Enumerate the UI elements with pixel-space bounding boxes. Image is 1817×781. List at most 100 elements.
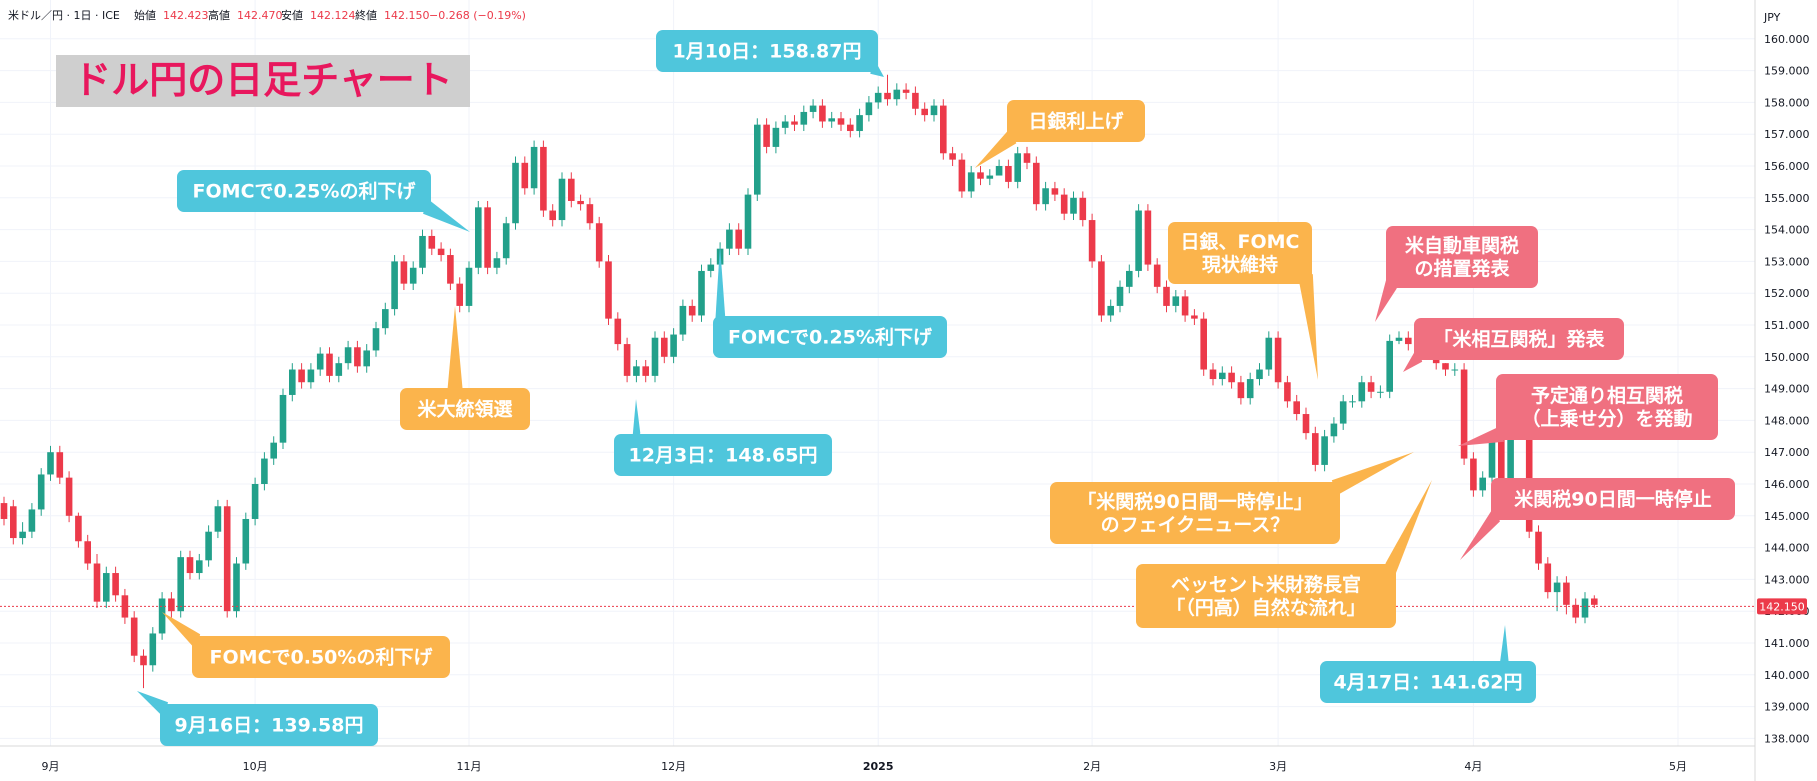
candle-body: [986, 175, 994, 179]
callout-box: [614, 434, 832, 476]
candle-body: [1191, 315, 1198, 319]
candle-body: [391, 261, 398, 310]
high-label: 高値: [208, 8, 230, 22]
candle: [177, 550, 184, 618]
candle: [298, 363, 305, 389]
candle-body: [1088, 220, 1096, 262]
candle-body: [1377, 391, 1384, 393]
candle-body: [214, 506, 222, 532]
candle: [363, 344, 370, 373]
candle: [1219, 366, 1226, 386]
candle: [1395, 331, 1403, 345]
y-tick-label: 148.000: [1764, 414, 1810, 427]
candle-body: [112, 573, 119, 596]
candle: [605, 255, 612, 325]
candle-body: [763, 124, 770, 147]
candle: [1321, 429, 1328, 472]
y-tick-label: 160.000: [1764, 33, 1810, 46]
candle-body: [307, 369, 315, 383]
candle: [1330, 417, 1338, 443]
y-tick-label: 157.000: [1764, 128, 1810, 141]
candle: [316, 347, 324, 376]
candle-body: [884, 92, 891, 100]
candle-body: [316, 353, 324, 370]
candle: [214, 499, 222, 539]
candle: [623, 337, 631, 383]
candle-body: [149, 633, 157, 666]
close-label: 終値: [355, 8, 377, 22]
candle: [168, 592, 175, 618]
candle: [1200, 312, 1207, 376]
y-tick-label: 155.000: [1764, 192, 1810, 205]
candle-body: [1498, 439, 1505, 484]
candle-body: [279, 394, 287, 443]
candle-body: [409, 267, 417, 284]
candle-body: [1312, 433, 1319, 465]
candle: [130, 611, 138, 663]
candle: [1535, 525, 1542, 570]
candle: [1246, 372, 1254, 405]
candle: [223, 499, 231, 618]
candle-body: [865, 102, 873, 116]
candle: [1079, 191, 1087, 227]
candle-body: [47, 452, 54, 475]
open-label: 始値: [134, 8, 156, 22]
candle-body: [1553, 582, 1561, 593]
callout-text: 4月17日：141.62円: [1334, 672, 1523, 694]
callout-apr17: 4月17日：141.62円: [1320, 625, 1536, 703]
candle-body: [930, 105, 938, 116]
time-axis[interactable]: 9月 10月 11月 12月 2025 2月 3月 4月 5月: [42, 760, 1688, 773]
candle-body: [772, 127, 780, 147]
candle-body: [37, 474, 45, 510]
candle: [56, 445, 64, 484]
callout-bessent: ベッセント米財務長官「（円高）自然な流れ」: [1136, 480, 1432, 628]
candle-body: [261, 458, 268, 484]
candle-body: [1572, 604, 1579, 618]
y-tick-label: 150.000: [1764, 351, 1810, 364]
candle: [279, 388, 287, 450]
x-tick-label: 3月: [1269, 760, 1287, 773]
callout-text: （上乗せ分）を発動: [1521, 407, 1692, 430]
candle: [791, 115, 798, 132]
candle-body: [1163, 286, 1170, 306]
candle-body: [512, 162, 519, 224]
symbol-label: 米ドル／円 · 1日 · ICE: [8, 9, 120, 22]
candle-body: [651, 337, 659, 376]
candle: [1014, 146, 1021, 189]
callout-box: [400, 388, 530, 430]
candle: [670, 328, 677, 364]
candle-body: [251, 484, 259, 519]
candle: [865, 96, 873, 122]
candle-body: [270, 442, 277, 459]
callout-text: 日銀、FOMC: [1181, 230, 1300, 253]
candle-body: [1405, 337, 1412, 345]
callout-box: [1320, 661, 1536, 703]
candle: [1265, 331, 1273, 376]
candle: [1135, 204, 1142, 278]
candle-body: [1126, 270, 1133, 287]
candle: [744, 188, 752, 256]
candle: [828, 111, 835, 128]
candle-body: [1535, 531, 1542, 564]
candle: [205, 525, 212, 567]
candle-body: [419, 235, 426, 268]
candle-body: [242, 518, 250, 564]
candle-body: [289, 369, 296, 395]
candle-body: [1386, 340, 1393, 392]
candle: [512, 156, 519, 230]
candle-body: [233, 563, 240, 612]
callout-text: 「米相互関税」発表: [1433, 328, 1605, 351]
candle-body: [1237, 382, 1245, 399]
price-axis[interactable]: 138.000139.000140.000141.000142.000143.0…: [1764, 33, 1810, 746]
candle: [270, 436, 277, 465]
callout-text: 現状維持: [1202, 253, 1278, 276]
candle: [47, 445, 54, 481]
candle: [549, 204, 556, 227]
candle: [140, 649, 147, 689]
candle: [772, 121, 780, 154]
candle-body: [1060, 194, 1068, 214]
candle: [307, 363, 315, 389]
candle-body: [493, 258, 501, 268]
candle: [261, 452, 268, 491]
